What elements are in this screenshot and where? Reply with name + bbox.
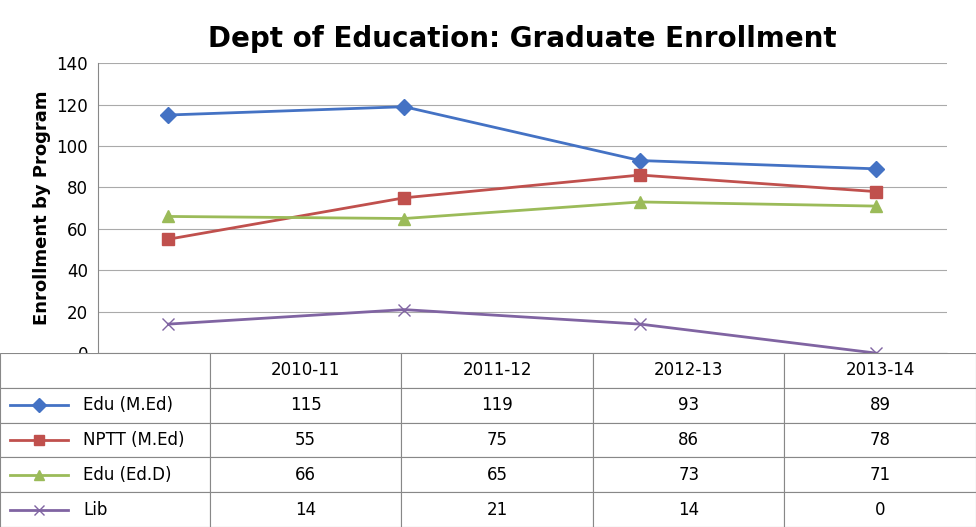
Bar xyxy=(210,388,401,423)
Bar xyxy=(0,423,210,457)
Bar xyxy=(0,492,210,527)
Bar xyxy=(785,492,976,527)
Bar xyxy=(785,423,976,457)
Text: 78: 78 xyxy=(870,431,891,449)
Y-axis label: Enrollment by Program: Enrollment by Program xyxy=(32,91,51,325)
Bar xyxy=(785,353,976,388)
Text: 2013-14: 2013-14 xyxy=(845,362,915,379)
Bar xyxy=(401,353,593,388)
Bar xyxy=(593,388,785,423)
Text: 14: 14 xyxy=(678,501,699,519)
Bar xyxy=(210,353,401,388)
Bar xyxy=(593,423,785,457)
Bar xyxy=(785,388,976,423)
Text: 65: 65 xyxy=(487,466,508,484)
Bar xyxy=(785,457,976,492)
Bar xyxy=(0,388,210,423)
Text: 2010-11: 2010-11 xyxy=(271,362,341,379)
Text: 66: 66 xyxy=(295,466,316,484)
Bar xyxy=(0,457,210,492)
Text: 21: 21 xyxy=(486,501,508,519)
Text: 93: 93 xyxy=(678,396,699,414)
Text: 119: 119 xyxy=(481,396,513,414)
Bar xyxy=(210,457,401,492)
Bar xyxy=(593,457,785,492)
Bar xyxy=(401,423,593,457)
Bar xyxy=(593,353,785,388)
Text: Lib: Lib xyxy=(83,501,107,519)
Title: Dept of Education: Graduate Enrollment: Dept of Education: Graduate Enrollment xyxy=(208,25,836,53)
Bar xyxy=(210,423,401,457)
Bar xyxy=(210,492,401,527)
Text: 55: 55 xyxy=(295,431,316,449)
Text: Edu (Ed.D): Edu (Ed.D) xyxy=(83,466,172,484)
Text: 75: 75 xyxy=(487,431,508,449)
Text: 2011-12: 2011-12 xyxy=(463,362,532,379)
Bar xyxy=(593,492,785,527)
Text: NPTT (M.Ed): NPTT (M.Ed) xyxy=(83,431,184,449)
Text: Edu (M.Ed): Edu (M.Ed) xyxy=(83,396,173,414)
Text: 0: 0 xyxy=(874,501,885,519)
Bar xyxy=(401,388,593,423)
Text: 89: 89 xyxy=(870,396,891,414)
Text: 73: 73 xyxy=(678,466,699,484)
Bar xyxy=(401,492,593,527)
Text: 86: 86 xyxy=(678,431,699,449)
Bar xyxy=(401,457,593,492)
Text: 115: 115 xyxy=(290,396,321,414)
Bar xyxy=(0,353,210,388)
Text: 2012-13: 2012-13 xyxy=(654,362,723,379)
Text: 71: 71 xyxy=(870,466,891,484)
Text: 14: 14 xyxy=(295,501,316,519)
